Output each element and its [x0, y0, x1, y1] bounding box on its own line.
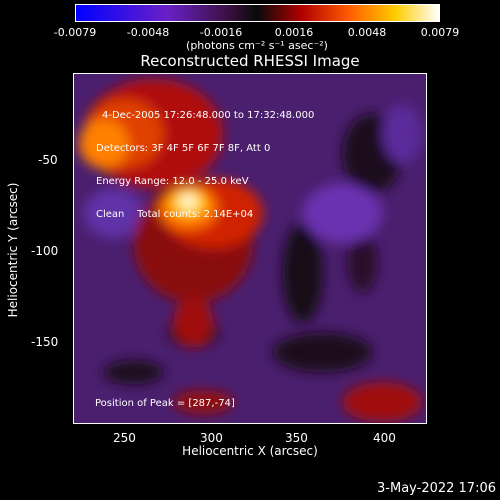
energy-range-info: Energy Range: 12.0 - 25.0 keV — [96, 176, 249, 187]
detectors-info: Detectors: 3F 4F 5F 6F 7F 8F, Att 0 — [96, 143, 271, 154]
y-tick-label: -100 — [31, 244, 59, 258]
x-tick-label: 300 — [200, 431, 223, 445]
x-axis-label: Heliocentric X (arcsec) — [182, 444, 318, 458]
y-tick-label: -50 — [38, 153, 58, 167]
plot-title: Reconstructed RHESSI Image — [140, 52, 360, 70]
observation-time-range: 4-Dec-2005 17:26:48.000 to 17:32:48.000 — [102, 110, 315, 121]
date-stamp: 3-May-2022 17:06 — [377, 481, 496, 496]
x-tick-label: 250 — [113, 431, 136, 445]
colorbar-tick: 0.0079 — [420, 26, 460, 39]
y-tick-label: -150 — [31, 335, 59, 349]
peak-position: Position of Peak = [287,-74] — [95, 398, 235, 409]
clean-total-counts: Clean Total counts: 2.14E+04 — [96, 209, 254, 220]
x-tick-label: 350 — [285, 431, 308, 445]
colorbar — [75, 4, 440, 22]
colorbar-tick: 0.0016 — [274, 26, 314, 39]
y-axis-label: Heliocentric Y (arcsec) — [6, 182, 20, 318]
colorbar-tick: -0.0079 — [53, 26, 97, 39]
colorbar-tick: -0.0016 — [199, 26, 243, 39]
colorbar-tick: 0.0048 — [347, 26, 387, 39]
colorbar-units: (photons cm⁻² s⁻¹ asec⁻²) — [186, 39, 328, 52]
x-tick-label: 400 — [373, 431, 396, 445]
colorbar-tick: -0.0048 — [126, 26, 170, 39]
rhessi-map-image — [73, 73, 427, 424]
